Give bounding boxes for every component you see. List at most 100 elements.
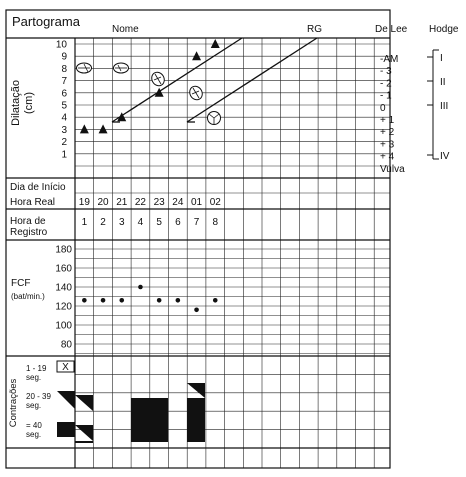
fcf-tick-label: 100 (55, 321, 72, 332)
legend-1-unit: seg. (26, 373, 41, 382)
delee-scale-label: + 1 (380, 115, 395, 126)
hora-real-value: 20 (97, 197, 109, 208)
fcf-point (156, 298, 162, 303)
dilatacao-triangle (117, 112, 127, 122)
legend-3-swatch (57, 422, 75, 437)
fcf-label: FCF (11, 278, 30, 289)
legend-2-range: 20 - 39 (26, 392, 51, 401)
hora-registro-value: 1 (82, 217, 88, 228)
hodge-iv: IV (440, 151, 450, 162)
legend-3-range: = 40 (26, 421, 42, 430)
fcf-point (82, 298, 87, 303)
hora-registro-value: 4 (138, 217, 144, 228)
dilatacao-marks (79, 39, 220, 134)
dilatacao-tick-label: 9 (61, 52, 67, 63)
contraction-marks (75, 383, 205, 443)
delee-scale-label: - 3 (380, 66, 392, 77)
fcf-tick-label: 80 (61, 340, 73, 351)
contraction-mark-hora-1-b (75, 425, 93, 441)
contraction-mark-hora-4-5 (131, 398, 168, 442)
action-line (186, 37, 318, 123)
contraction-mark-hora-7-b (187, 398, 205, 442)
dilatacao-tick-label: 2 (61, 137, 67, 148)
alert-line (111, 37, 243, 123)
hora-real-values: 19 20 21 22 23 24 01 02 (79, 197, 221, 208)
fcf-ticks: 180 160 140 120 100 80 (55, 245, 72, 351)
delee-scale-label: - 2 (380, 78, 392, 89)
fetal-position-icon (151, 71, 165, 87)
hora-registro-value: 6 (175, 217, 181, 228)
fcf-tick-label: 160 (55, 264, 72, 275)
fcf-point (100, 298, 106, 303)
hora-registro-values: 1 2 3 4 5 6 7 8 (82, 217, 219, 228)
fetal-position-icon (76, 62, 92, 74)
hodge-label: Hodge (429, 24, 459, 35)
delee-scale-label: 0 (380, 103, 386, 114)
dilatacao-tick-label: 8 (61, 64, 67, 75)
delee-scale-label: + 4 (380, 152, 395, 163)
fcf-marks (82, 284, 218, 313)
legend-3-unit: seg. (26, 430, 41, 439)
dilatacao-triangle (98, 124, 108, 134)
hora-real-value: 19 (79, 197, 91, 208)
fetal-position-icon (189, 85, 203, 101)
hora-real-value: 22 (135, 197, 147, 208)
hodge-scale: I II III IV (427, 49, 450, 162)
contracoes-axis-label: Contrações (8, 378, 19, 427)
hora-real-value: 21 (116, 197, 128, 208)
hora-registro-value: 7 (194, 217, 200, 228)
contraction-mark-hora-1-c (75, 441, 93, 443)
hora-registro-value: 5 (156, 217, 162, 228)
delee-label: De Lee (375, 24, 408, 35)
fcf-point (138, 284, 143, 290)
hora-registro-label: Hora de (10, 216, 46, 227)
dilatacao-tick-label: 5 (61, 101, 67, 112)
legend-2-unit: seg. (26, 401, 41, 410)
dilatacao-tick-label: 4 (61, 113, 67, 124)
hora-registro-value: 2 (100, 217, 106, 228)
dilatacao-tick-label: 7 (61, 76, 67, 87)
contraction-mark-hora-1-a (75, 395, 93, 411)
dilatacao-triangle (210, 39, 220, 48)
dilatacao-triangle (154, 87, 164, 97)
dilatacao-triangle (192, 51, 202, 61)
chart-title: Partograma (12, 14, 81, 29)
hora-real-label: Hora Real (10, 197, 55, 208)
chart-frame (5, 9, 391, 469)
grid-lines (75, 38, 390, 468)
dilatacao-tick-label: 6 (61, 88, 67, 99)
hora-registro-label-2: Registro (10, 227, 48, 238)
legend-1-box (56, 360, 75, 373)
fetal-position-icon (113, 62, 129, 74)
delee-scale-label: - 1 (380, 91, 392, 102)
hora-real-value: 02 (210, 197, 222, 208)
dilatacao-axis-label: Dilatação (10, 80, 22, 126)
dilatacao-tick-label: 1 (61, 149, 67, 160)
dia-inicio-label: Dia de Início (10, 182, 66, 193)
delee-scale-label: Vulva (380, 164, 405, 175)
fcf-point (212, 298, 218, 303)
fcf-tick-label: 140 (55, 283, 72, 294)
fcf-unit: (bat/min.) (11, 292, 45, 301)
fcf-tick-label: 120 (55, 302, 72, 313)
fcf-tick-label: 180 (55, 245, 72, 256)
fetal-position-icon (207, 111, 221, 125)
hora-registro-value: 8 (212, 217, 218, 228)
fcf-point (119, 298, 125, 303)
delee-scale-label: -AM (380, 54, 398, 65)
legend-1-mark: X (62, 362, 69, 373)
hora-real-value: 23 (154, 197, 166, 208)
legend-1-range: 1 - 19 (26, 364, 47, 373)
hora-real-value: 01 (191, 197, 203, 208)
rg-label: RG (307, 24, 322, 35)
hora-real-value: 24 (172, 197, 184, 208)
legend-2-swatch (57, 391, 75, 409)
dilatacao-tick-label: 10 (56, 40, 68, 51)
dilatacao-triangle (79, 124, 89, 134)
hodge-i: I (440, 53, 443, 64)
delee-scale-label: + 2 (380, 127, 395, 138)
dilatacao-unit-label: (cm) (23, 92, 35, 114)
